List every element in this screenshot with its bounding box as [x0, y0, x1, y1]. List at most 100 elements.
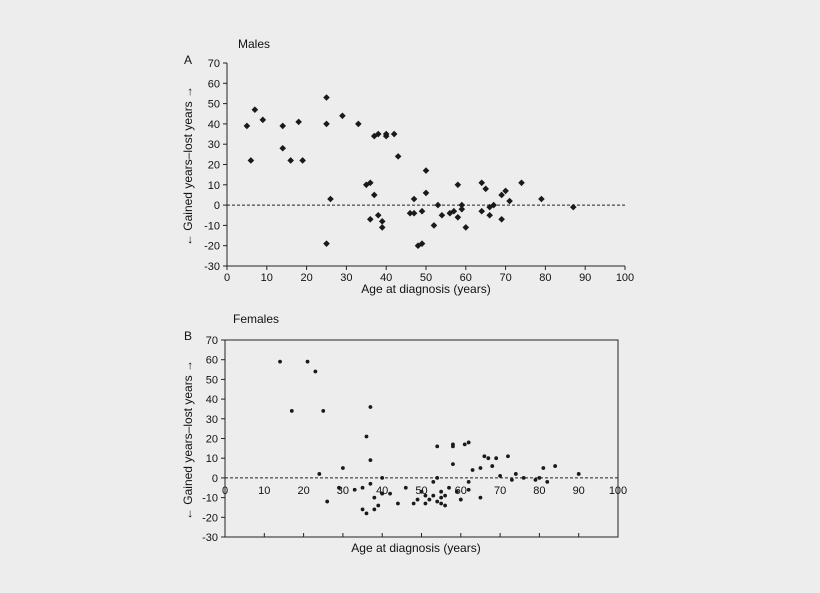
data-point — [498, 216, 505, 223]
data-point — [435, 444, 440, 449]
y-tick-label: 70 — [206, 335, 218, 347]
y-tick-label: -20 — [204, 241, 220, 253]
data-point — [498, 191, 505, 199]
data-point — [431, 493, 436, 498]
data-point — [259, 116, 267, 124]
y-tick-label: 30 — [208, 139, 220, 151]
data-point — [454, 213, 462, 221]
data-point — [518, 179, 525, 187]
data-point — [366, 216, 374, 223]
data-point — [403, 485, 408, 490]
data-point — [486, 456, 491, 461]
y-tick-label: 40 — [206, 394, 218, 406]
data-point — [470, 468, 475, 472]
data-point — [439, 501, 444, 506]
data-point — [368, 481, 373, 486]
data-point — [295, 118, 302, 126]
data-point — [406, 209, 414, 217]
data-point — [366, 179, 374, 187]
data-point — [414, 242, 422, 249]
data-point — [418, 207, 426, 215]
y-tick-label: 50 — [206, 374, 218, 386]
y-tick-label: 60 — [208, 78, 220, 90]
data-point — [372, 507, 377, 512]
data-point — [478, 179, 486, 187]
data-point — [313, 369, 318, 374]
data-point — [380, 476, 385, 480]
data-point — [478, 466, 483, 470]
y-tick-label: 20 — [208, 160, 220, 172]
data-point — [533, 477, 538, 482]
data-point — [537, 476, 542, 480]
data-point — [498, 474, 502, 478]
x-tick-label: 70 — [494, 485, 506, 497]
data-point — [494, 456, 499, 461]
data-point — [458, 201, 466, 209]
data-point — [423, 493, 428, 498]
data-point — [418, 240, 426, 247]
x-tick-label: 80 — [533, 485, 545, 497]
y-tick-label: 70 — [208, 58, 220, 70]
data-point — [394, 153, 402, 160]
data-point — [325, 499, 330, 504]
data-point — [422, 189, 430, 197]
data-point — [370, 132, 378, 140]
data-point — [466, 479, 471, 484]
data-point — [396, 501, 400, 506]
data-point — [374, 211, 382, 219]
data-point — [360, 507, 365, 512]
data-point — [490, 464, 495, 468]
y-tick-label: 60 — [206, 355, 218, 367]
x-axis-label: Age at diagnosis (years) — [361, 282, 490, 296]
data-point — [458, 205, 466, 213]
data-point — [450, 207, 458, 215]
y-tick-label: 40 — [208, 119, 220, 131]
x-tick-label: 30 — [340, 272, 352, 284]
data-point — [506, 197, 513, 205]
data-point — [486, 203, 493, 211]
data-point — [454, 181, 462, 189]
data-point — [372, 495, 377, 500]
y-tick-label: -10 — [204, 220, 220, 232]
data-point — [462, 442, 467, 447]
x-tick-label: 0 — [222, 485, 228, 497]
data-point — [434, 201, 442, 209]
data-point — [327, 195, 334, 203]
data-point — [321, 409, 326, 413]
x-tick-label: 20 — [300, 272, 312, 284]
data-point — [317, 472, 322, 476]
x-tick-label: 80 — [539, 272, 551, 284]
data-point — [364, 511, 369, 516]
x-tick-label: 10 — [261, 272, 273, 284]
data-point — [305, 359, 310, 364]
y-axis-label: ← Gained years–lost years → — [181, 360, 195, 520]
data-point — [299, 157, 306, 164]
data-point — [368, 458, 373, 463]
data-point — [380, 491, 385, 496]
y-tick-label: 0 — [212, 473, 218, 485]
x-tick-label: 0 — [224, 272, 230, 284]
data-point — [553, 464, 558, 468]
data-point — [490, 201, 497, 209]
x-tick-label: 70 — [499, 272, 511, 284]
data-point — [382, 132, 390, 140]
panel-title: Females — [233, 312, 279, 326]
x-tick-label: 60 — [460, 272, 472, 284]
y-tick-label: -20 — [202, 512, 218, 524]
data-point — [374, 130, 382, 138]
x-axis-label: Age at diagnosis (years) — [351, 541, 480, 555]
data-point — [478, 207, 486, 215]
data-point — [451, 462, 455, 467]
data-point — [422, 167, 430, 174]
y-axis-label: ← Gained years–lost years → — [181, 86, 195, 246]
data-point — [360, 485, 365, 490]
data-point — [415, 497, 420, 502]
data-point — [506, 454, 510, 459]
data-point — [541, 466, 546, 470]
data-point — [251, 106, 259, 113]
y-tick-label: 30 — [206, 414, 218, 426]
data-point — [502, 187, 509, 195]
data-point — [243, 122, 251, 130]
